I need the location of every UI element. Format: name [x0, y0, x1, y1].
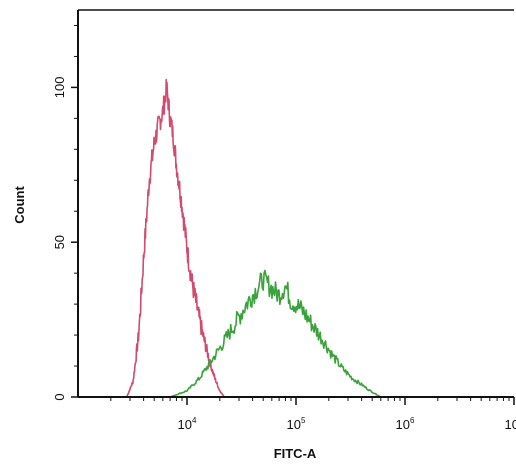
x-tick-label: 107: [505, 416, 516, 432]
histogram-series-0: [125, 78, 225, 398]
axis-ticks: 0 50 100 104 105 106 107: [52, 24, 516, 432]
plot-area: [125, 78, 382, 398]
x-tick-label: 105: [287, 416, 306, 432]
y-tick-label: 0: [52, 393, 67, 400]
x-axis-title: FITC-A: [274, 446, 317, 461]
x-tick-label: 106: [396, 416, 415, 432]
y-tick-label: 50: [52, 235, 67, 249]
y-axis-title: Count: [12, 186, 27, 224]
x-tick-label: 104: [178, 416, 197, 432]
y-tick-label: 100: [52, 77, 67, 99]
histogram-series-1: [169, 269, 382, 398]
